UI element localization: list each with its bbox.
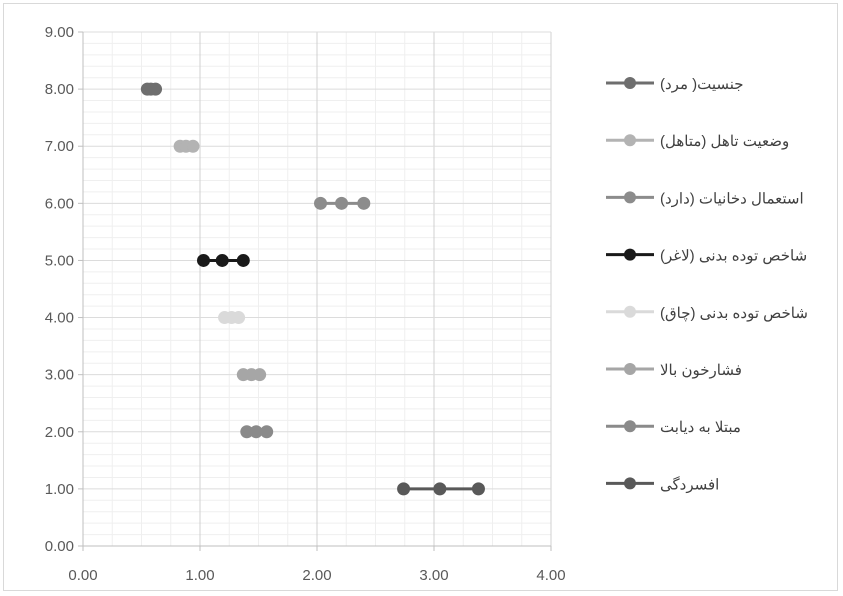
- series-5: [218, 311, 246, 325]
- major-gridlines: [82, 31, 552, 547]
- data-point: [236, 253, 250, 267]
- legend-swatch-marker: [624, 363, 636, 375]
- legend: جنسیت( مرد) وضعیت تاهل (متاهل) استعمال دخا…: [606, 76, 808, 493]
- y-tick-label: 2.00: [45, 424, 74, 441]
- legend-item-2: وضعیت تاهل (متاهل): [606, 133, 789, 150]
- legend-item-1: جنسیت( مرد): [606, 76, 744, 93]
- data-point: [314, 196, 328, 210]
- legend-swatch-marker: [624, 134, 636, 147]
- y-tick-label: 1.00: [45, 481, 74, 498]
- data-point: [433, 482, 447, 496]
- legend-item-3: استعمال دخانیات (دارد): [606, 190, 804, 207]
- data-point: [471, 482, 485, 496]
- legend-label: جنسیت( مرد): [660, 76, 744, 93]
- legend-swatch-marker: [624, 420, 636, 433]
- y-tick-label: 8.00: [45, 81, 74, 98]
- legend-swatch-marker: [624, 191, 636, 204]
- data-point: [335, 196, 349, 210]
- legend-label: وضعیت تاهل (متاهل): [660, 133, 789, 150]
- legend-label: استعمال دخانیات (دارد): [660, 190, 804, 207]
- legend-label: شاخص توده بدنی (لاغر): [660, 248, 807, 265]
- tick-labels: 0.00 1.00 2.00 3.00 4.00 5.00 6.00 7.00 8.00 9.00…: [45, 24, 566, 584]
- series-8: [397, 482, 485, 496]
- y-tick-label: 9.00: [45, 24, 74, 41]
- data-point: [232, 311, 246, 325]
- legend-swatch-marker: [624, 305, 636, 318]
- series-6: [236, 368, 267, 382]
- data-point: [197, 253, 211, 267]
- legend-label: فشارخون بالا: [660, 362, 742, 379]
- legend-label: مبتلا به دیابت: [660, 419, 741, 436]
- data-point: [357, 196, 371, 210]
- series-4: [197, 253, 250, 267]
- y-tick-label: 6.00: [45, 195, 74, 212]
- legend-item-8: افسردگی: [606, 475, 719, 493]
- series-2: [173, 139, 200, 153]
- legend-swatch-marker: [624, 248, 636, 261]
- data-point: [260, 425, 274, 439]
- y-tick-label: 7.00: [45, 138, 74, 155]
- y-tick-label: 4.00: [45, 310, 74, 327]
- legend-item-7: مبتلا به دیابت: [606, 419, 741, 436]
- y-tick-label: 0.00: [45, 538, 74, 555]
- legend-swatch-marker: [624, 77, 636, 89]
- legend-label: افسردگی: [660, 475, 719, 493]
- x-tick-label: 3.00: [419, 567, 448, 584]
- data-point: [186, 139, 200, 153]
- legend-swatch-marker: [624, 477, 636, 490]
- legend-item-5: شاخص توده بدنی (چاق): [606, 305, 808, 322]
- legend-item-6: فشارخون بالا: [606, 362, 742, 379]
- legend-item-4: شاخص توده بدنی (لاغر): [606, 248, 807, 265]
- series-1: [140, 82, 163, 96]
- x-tick-label: 2.00: [302, 567, 331, 584]
- y-tick-label: 5.00: [45, 252, 74, 269]
- plot-area: [140, 82, 485, 496]
- legend-label: شاخص توده بدنی (چاق): [660, 305, 808, 322]
- series-7: [240, 425, 274, 439]
- x-tick-label: 4.00: [536, 567, 565, 584]
- chart-frame: [3, 3, 838, 591]
- data-point: [215, 253, 229, 267]
- data-point: [397, 482, 411, 496]
- x-tick-label: 0.00: [68, 567, 97, 584]
- series-3: [314, 196, 371, 210]
- data-point: [253, 368, 267, 382]
- y-tick-label: 3.00: [45, 367, 74, 384]
- x-tick-label: 1.00: [185, 567, 214, 584]
- data-point: [149, 82, 163, 96]
